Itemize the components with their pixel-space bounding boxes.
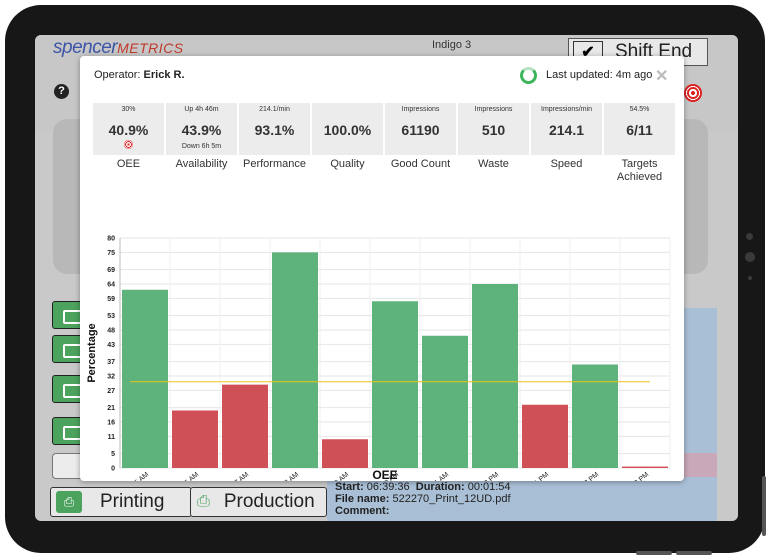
kpi-caption: Impressions: [474, 106, 513, 113]
y-tick-label: 5: [111, 451, 115, 458]
camera-lens: [745, 252, 755, 262]
x-tick-label: 10 AM: [381, 471, 401, 481]
kpi-tile[interactable]: 30% 40.9%: [93, 103, 164, 155]
target-icon: [124, 140, 133, 149]
y-tick-label: 53: [107, 313, 115, 320]
kpi-label: Waste: [478, 158, 509, 170]
kpi-tile[interactable]: Impressions 61190: [385, 103, 456, 155]
tablet-bottom-button: [676, 551, 712, 555]
tablet-bottom-button: [636, 551, 672, 555]
y-tick-label: 80: [107, 236, 115, 243]
kpi-subcaption: Down 6h 5m: [181, 143, 222, 150]
bar: [422, 335, 468, 468]
kpi-value: 6/11: [626, 122, 653, 138]
y-axis-title: Percentage: [86, 323, 98, 382]
sensor-dot: [748, 276, 752, 280]
y-tick-label: 21: [107, 405, 115, 412]
kpi-value: 214.1: [548, 122, 585, 138]
printer-icon: ⎙: [56, 491, 82, 513]
bar: [222, 384, 268, 468]
job-info: Start: 06:39:36 Duration: 00:01:54 File …: [335, 481, 511, 517]
y-tick-label: 0: [111, 466, 115, 473]
kpi-tile[interactable]: Up 4h 46m 43.9% Down 6h 5m: [166, 103, 237, 155]
kpi-caption: 30%: [121, 106, 136, 113]
kpi-value: 61190: [401, 122, 440, 138]
x-tick-label: 09 AM: [331, 471, 351, 481]
target-icon[interactable]: [684, 84, 702, 102]
kpi-caption: Up 4h 46m: [184, 106, 219, 113]
tab-production[interactable]: ⎙ Production: [190, 487, 327, 517]
x-tick-label: 02 PM: [580, 471, 600, 481]
x-tick-label: 07 AM: [231, 471, 251, 481]
kpi-caption: 54.5%: [629, 106, 650, 113]
x-tick-label: 08 AM: [281, 471, 301, 481]
kpi-value: 100.0%: [323, 122, 372, 138]
tab-production-label: Production: [223, 491, 315, 512]
last-updated-text: Last updated: 4m ago: [546, 69, 653, 81]
kpi-label: OEE: [116, 158, 141, 170]
kpi-value: 43.9%: [181, 122, 222, 138]
kpi-tile[interactable]: Impressions 510: [458, 103, 529, 155]
printer-icon: ⎙: [197, 493, 210, 510]
kpi-row: 30% 40.9% OEE Up 4h 46m 43.9% Down 6h 5m Avail…: [93, 103, 675, 203]
x-tick-label: 01 PM: [530, 471, 550, 481]
y-tick-label: 69: [107, 267, 115, 274]
machine-name: Indigo 3: [432, 39, 472, 51]
y-tick-label: 75: [107, 250, 115, 257]
last-updated: Last updated: 4m ago: [520, 66, 653, 84]
kpi-value: 40.9%: [108, 122, 149, 138]
operator-text: Operator: Erick R.: [94, 69, 185, 81]
oee-modal: Operator: Erick R. Last updated: 4m ago …: [80, 56, 684, 481]
bar: [322, 439, 368, 468]
brand-logo: spencerMETRICS: [53, 37, 184, 58]
y-tick-label: 11: [108, 434, 116, 441]
tab-printing-label: Printing: [100, 491, 165, 512]
bar: [122, 289, 168, 468]
y-tick-label: 27: [107, 388, 115, 395]
screen: spencerMETRICS Indigo 3 ✔ Shift End ? ⎙ …: [35, 35, 738, 521]
kpi-value: 93.1%: [254, 122, 295, 138]
kpi-caption: 214.1/min: [259, 106, 290, 113]
y-tick-label: 16: [107, 420, 115, 427]
bar: [372, 301, 418, 468]
kpi-caption: Impressions/min: [541, 106, 592, 113]
camera-dot: [746, 233, 753, 240]
y-tick-label: 64: [107, 282, 115, 289]
y-tick-label: 37: [107, 359, 115, 366]
kpi-label: Availability: [175, 158, 228, 170]
kpi-label: Good Count: [390, 158, 451, 170]
kpi-tile[interactable]: 100.0%: [312, 103, 383, 155]
bar: [522, 404, 568, 468]
tablet-side-button: [762, 476, 766, 536]
refresh-icon: [520, 66, 537, 84]
y-tick-label: 32: [107, 374, 115, 381]
close-icon[interactable]: ✕: [655, 68, 669, 85]
bar: [572, 364, 618, 468]
bar: [472, 284, 518, 468]
bar: [272, 252, 318, 468]
bar: [622, 466, 668, 468]
kpi-label: Targets Achieved: [616, 158, 663, 183]
x-tick-label: 12 PM: [480, 471, 500, 481]
kpi-caption: Impressions: [401, 106, 440, 113]
x-tick-label: 06 AM: [181, 471, 201, 481]
y-tick-label: 59: [107, 296, 115, 303]
kpi-tile[interactable]: 54.5% 6/11: [604, 103, 675, 155]
y-tick-label: 48: [107, 328, 115, 335]
kpi-tile[interactable]: Impressions/min 214.1: [531, 103, 602, 155]
bar: [172, 410, 218, 468]
kpi-tile[interactable]: 214.1/min 93.1%: [239, 103, 310, 155]
x-axis-title: OEE: [372, 468, 397, 481]
x-tick-label: 03 PM: [630, 471, 650, 481]
y-tick-label: 43: [107, 342, 115, 349]
kpi-label: Quality: [330, 158, 365, 170]
kpi-label: Performance: [243, 158, 306, 170]
kpi-value: 510: [481, 122, 506, 138]
oee-bar-chart: 0 5 11 16 21 27 32 37 43 48 53 59 64 69 75 80 05 AM 06 AM…: [86, 236, 671, 481]
x-tick-label: 11 AM: [431, 471, 450, 481]
x-tick-label: 05 AM: [131, 471, 151, 481]
kpi-label: Speed: [550, 158, 583, 170]
help-icon[interactable]: ?: [54, 84, 69, 99]
tab-printing[interactable]: ⎙ Printing: [50, 487, 192, 517]
